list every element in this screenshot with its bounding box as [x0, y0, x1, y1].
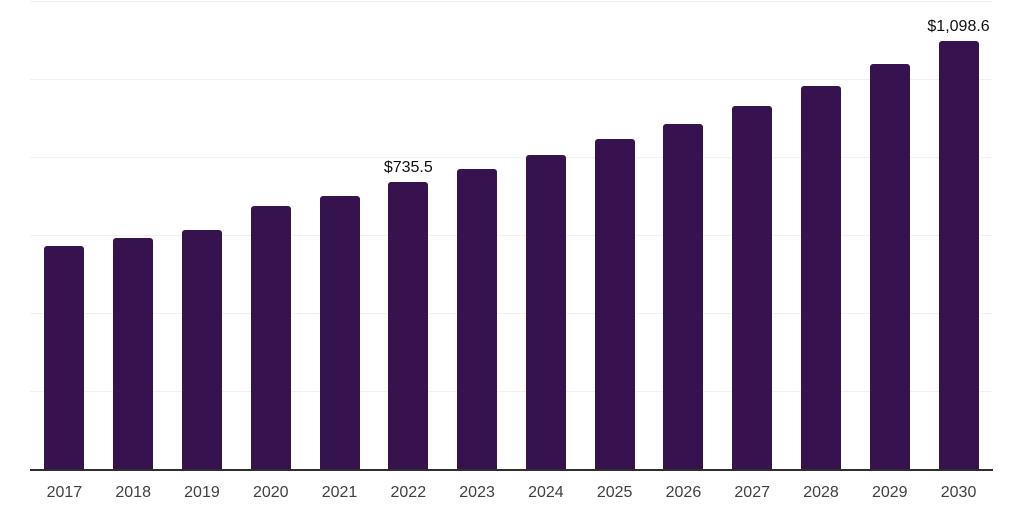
bar-band-2023 [443, 1, 512, 469]
bar-band-2030: $1,098.6 [924, 1, 993, 469]
bar-2028 [800, 85, 841, 469]
gridline-200 [30, 391, 993, 393]
x-tick-2020: 2020 [252, 484, 289, 501]
bar-value-label-2022: $735.5 [383, 159, 433, 177]
plot-area: $735.5 $1,098.6 [30, 1, 993, 471]
x-tick-2025: 2025 [596, 484, 633, 501]
bar-2025 [594, 139, 635, 469]
bar-2018 [113, 238, 154, 469]
bar-2020 [250, 206, 291, 469]
bar-2029 [869, 63, 910, 469]
bar-band-2022: $735.5 [374, 1, 443, 469]
x-tick-2030: 2030 [940, 484, 977, 501]
x-tick-2026: 2026 [665, 484, 702, 501]
bar-2019 [181, 229, 222, 469]
bar-band-2027 [718, 1, 787, 469]
bar-2017 [44, 246, 85, 469]
bar-band-2028 [787, 1, 856, 469]
bar-band-2026 [649, 1, 718, 469]
bars-container: $735.5 $1,098.6 [30, 1, 993, 469]
x-tick-2023: 2023 [459, 484, 495, 501]
bar-band-2019 [168, 1, 237, 469]
gridline-1000 [30, 79, 993, 80]
x-tick-2022: 2022 [390, 484, 427, 501]
bar-2022 [388, 182, 429, 469]
bar-2021 [319, 196, 360, 469]
x-tick-2024: 2024 [528, 484, 564, 501]
x-tick-2017: 2017 [46, 484, 83, 501]
bar-band-2021 [305, 1, 374, 469]
x-tick-2029: 2029 [871, 484, 908, 501]
bar-2030 [938, 40, 979, 469]
bar-value-label-2030: $1,098.6 [927, 17, 990, 35]
x-tick-2019: 2019 [184, 484, 220, 501]
gridline-800 [30, 157, 993, 159]
bar-band-2020 [236, 1, 305, 469]
bar-2023 [457, 169, 498, 469]
gridline-1200 [30, 1, 993, 2]
x-tick-2027: 2027 [734, 484, 770, 501]
bar-band-2029 [855, 1, 924, 469]
gridline-400 [30, 313, 993, 315]
x-axis-labels: 2017 2018 2019 2020 2021 2022 2023 2024 2025 2026… [30, 483, 993, 502]
x-tick-2021: 2021 [321, 484, 358, 501]
bar-2027 [732, 106, 773, 469]
bar-band-2018 [99, 1, 168, 469]
gridline-600 [30, 235, 993, 236]
x-tick-2018: 2018 [115, 484, 151, 501]
bar-2026 [663, 123, 704, 469]
bar-band-2025 [580, 1, 649, 469]
x-tick-2028: 2028 [803, 484, 839, 501]
bar-2024 [525, 155, 566, 469]
bar-band-2024 [511, 1, 580, 469]
bar-band-2017 [30, 1, 99, 469]
